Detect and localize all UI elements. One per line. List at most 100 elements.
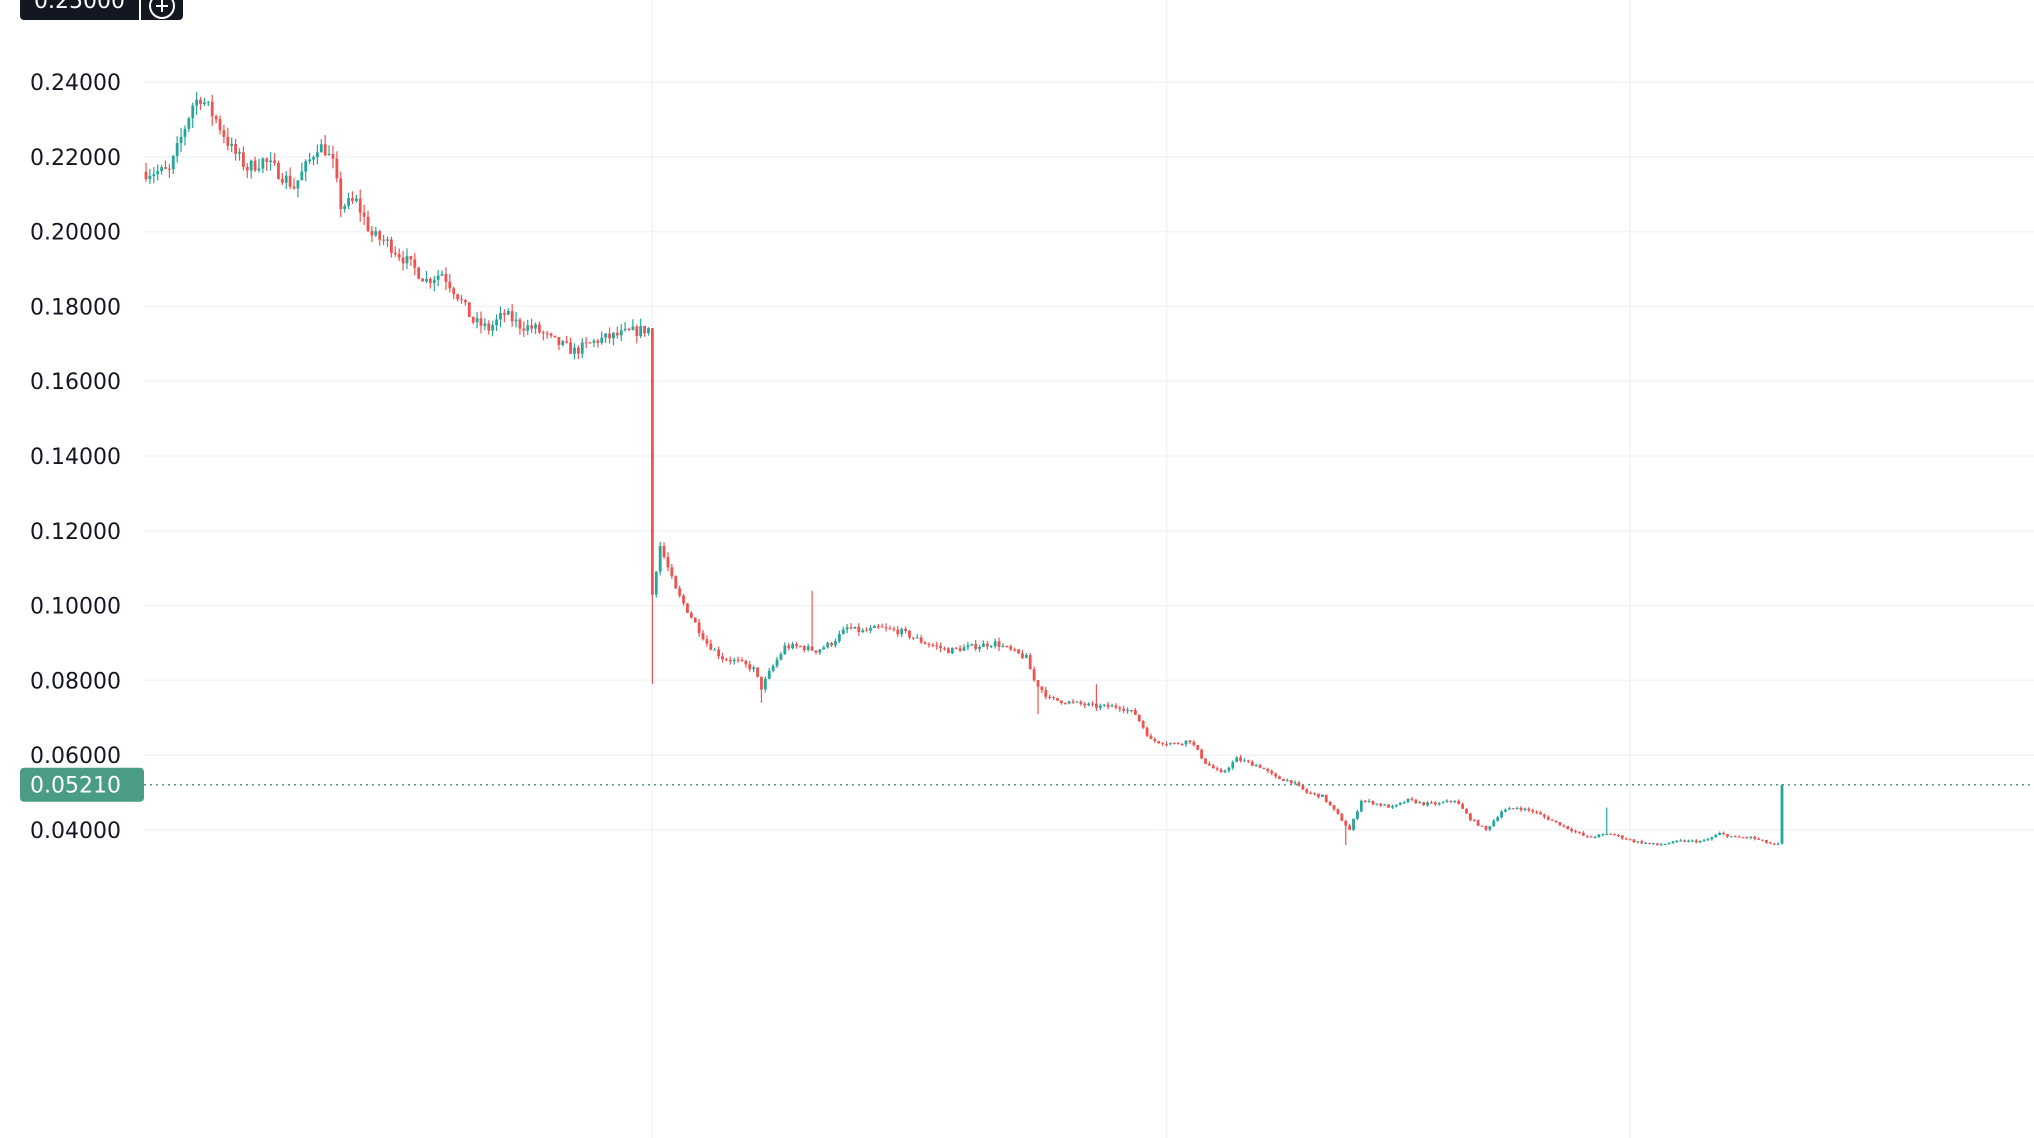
candle-down: [904, 628, 907, 631]
candle-up: [171, 156, 175, 170]
candle-up: [1659, 844, 1663, 846]
candle-up: [1605, 833, 1609, 835]
candle-down: [584, 342, 588, 344]
candle-down: [1192, 742, 1196, 746]
candle-down: [1574, 831, 1577, 833]
candle-down: [1317, 793, 1320, 798]
candle-down: [1309, 792, 1313, 794]
candle-down: [756, 667, 759, 677]
candle-down: [1761, 839, 1764, 841]
candle-down: [1313, 793, 1316, 795]
candle-down: [1566, 826, 1570, 829]
candle-down: [802, 646, 806, 650]
candle-down: [1079, 701, 1083, 704]
candle-down: [810, 646, 814, 651]
candle-down: [1328, 801, 1332, 806]
candle-up: [152, 174, 156, 176]
candle-down: [210, 101, 214, 117]
candle-down: [1208, 763, 1211, 766]
candle-down: [1726, 834, 1729, 837]
candle-down: [1655, 843, 1659, 845]
candle-up: [514, 319, 518, 322]
candle-down: [670, 567, 674, 577]
y-tick-label: 0.08000: [30, 669, 121, 694]
candle-down: [1106, 704, 1110, 707]
candle-up: [1671, 841, 1675, 844]
candle-down: [888, 627, 892, 629]
candle-down: [1141, 721, 1145, 728]
candle-down: [1161, 743, 1165, 745]
candle-up: [1729, 836, 1733, 838]
candle-down: [908, 630, 911, 638]
candle-up: [1067, 701, 1071, 704]
candle-up: [1593, 836, 1597, 838]
candle-down: [510, 311, 514, 322]
candle-up: [1243, 760, 1246, 762]
candle-up: [1492, 820, 1496, 827]
candle-up: [257, 168, 261, 171]
candle-up: [1445, 800, 1449, 803]
candle-up: [440, 274, 444, 276]
candle-down: [701, 633, 705, 640]
y-tick-label: 0.20000: [30, 221, 121, 246]
candle-down: [557, 337, 561, 345]
candle-up: [771, 666, 775, 671]
candle-down: [378, 231, 382, 240]
candle-up: [654, 571, 658, 595]
y-tick-label: 0.22000: [30, 146, 121, 171]
candle-up: [791, 644, 795, 649]
candle-down: [1542, 814, 1546, 817]
candle-down: [518, 319, 522, 329]
y-tick-label: 0.14000: [30, 445, 121, 470]
candle-up: [238, 152, 241, 154]
candle-down: [1480, 825, 1484, 827]
candle-up: [284, 175, 288, 183]
candle-down: [1013, 649, 1017, 651]
candle-down: [1765, 840, 1768, 843]
candle-up: [1367, 800, 1371, 802]
candle-down: [1145, 727, 1149, 736]
candle-up: [156, 171, 160, 175]
candle-down: [958, 648, 962, 651]
candle-down: [876, 626, 880, 628]
candle-down: [935, 645, 939, 647]
candle-down: [795, 644, 798, 647]
candle-up: [269, 160, 273, 162]
candle-up: [1504, 809, 1507, 812]
candle-down: [1246, 760, 1250, 762]
candle-down: [697, 622, 701, 634]
candle-down: [292, 186, 296, 189]
candle-down: [452, 288, 456, 295]
candle-up: [573, 347, 576, 354]
candle-up: [1356, 811, 1359, 819]
candle-down: [884, 627, 888, 629]
candle-up: [600, 337, 604, 343]
candle-up: [249, 160, 253, 171]
candle-down: [666, 556, 670, 568]
candle-up: [845, 627, 849, 630]
candle-up: [1285, 780, 1289, 782]
candle-down: [1340, 813, 1344, 821]
candle-up: [261, 158, 265, 169]
candle-up: [1110, 705, 1114, 707]
candle-down: [974, 644, 978, 649]
candle-down: [892, 628, 896, 630]
candle-up: [315, 152, 319, 158]
candle-up: [818, 649, 822, 653]
candle-down: [409, 256, 413, 260]
candle-down: [1753, 836, 1757, 839]
candle-down: [1387, 804, 1390, 808]
candle-up: [639, 326, 643, 337]
candle-down: [1083, 703, 1087, 706]
candle-down: [479, 318, 483, 326]
add-alert-button[interactable]: [140, 0, 183, 20]
candle-down: [1535, 811, 1538, 813]
candle-up: [1652, 843, 1655, 845]
crosshair-price-label: 0.25000: [20, 0, 139, 20]
candle-up: [1488, 826, 1492, 830]
candle-down: [919, 637, 923, 643]
candle-down: [1028, 655, 1032, 670]
candle-down: [705, 639, 709, 644]
candle-down: [1211, 765, 1215, 769]
